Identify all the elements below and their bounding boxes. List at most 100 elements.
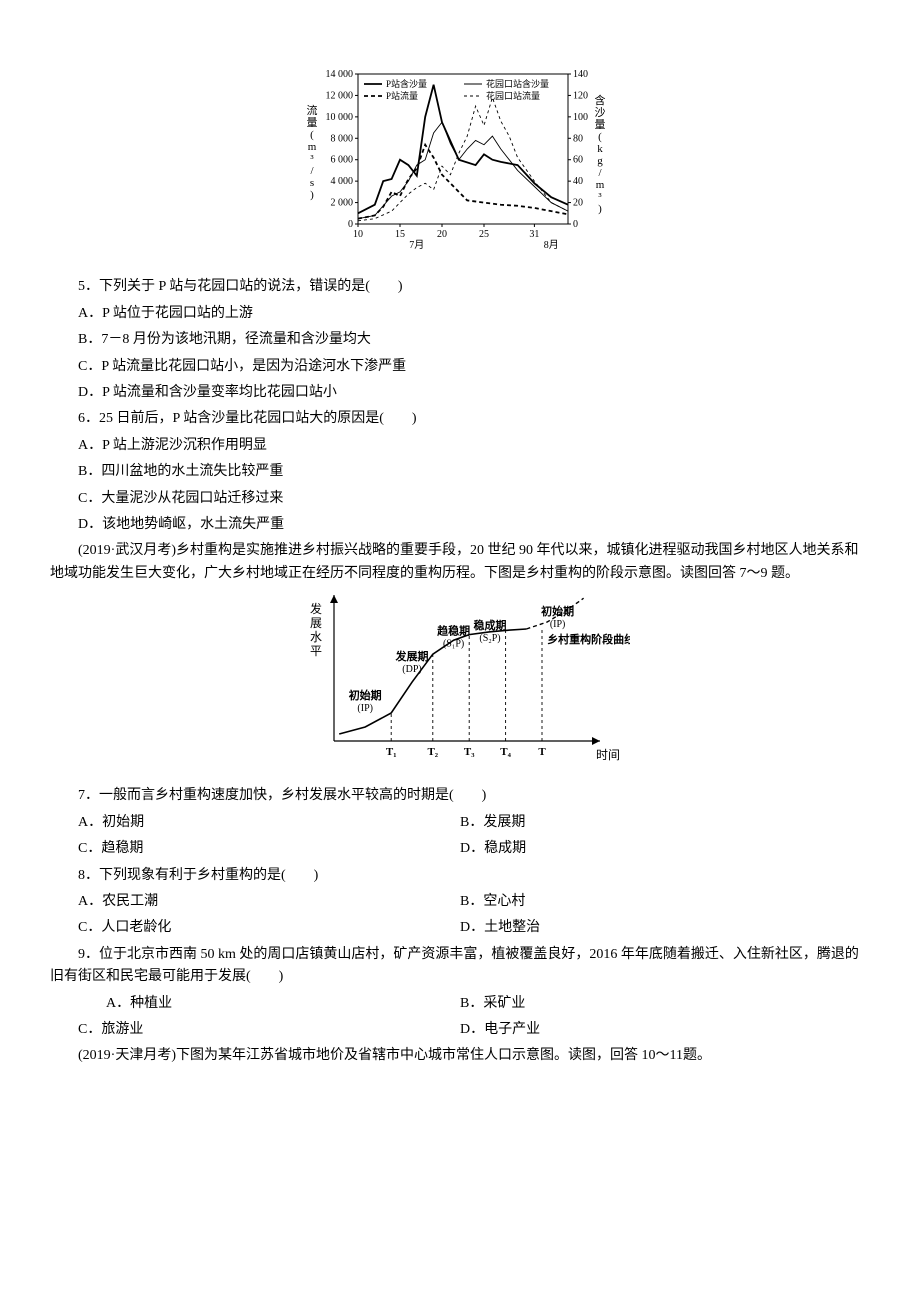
svg-text:4 000: 4 000 — [331, 176, 354, 187]
svg-text:T: T — [538, 746, 546, 758]
svg-text:³: ³ — [598, 191, 602, 203]
svg-text:8 000: 8 000 — [331, 133, 354, 144]
svg-text:发展期: 发展期 — [395, 649, 429, 663]
svg-text:): ) — [310, 189, 314, 201]
q6-opt-a: A．P 站上游泥沙沉积作用明显 — [50, 435, 870, 457]
chart-1-svg: 02 0004 0006 0008 00010 00012 00014 0000… — [300, 60, 620, 260]
svg-text:/: / — [310, 165, 314, 177]
svg-text:25: 25 — [479, 229, 489, 240]
svg-text:量: 量 — [595, 118, 606, 131]
svg-text:(IP): (IP) — [550, 619, 566, 630]
svg-text:含: 含 — [595, 93, 606, 107]
q9-opt-b: B．采矿业 — [460, 993, 870, 1015]
svg-text:): ) — [598, 203, 602, 215]
svg-text:³: ³ — [310, 153, 314, 165]
svg-text:初始期: 初始期 — [541, 604, 574, 618]
svg-text:140: 140 — [573, 69, 588, 80]
svg-text:稳成期: 稳成期 — [474, 618, 507, 632]
q5-options: A．P 站位于花园口站的上游 B．7－8 月份为该地汛期，径流量和含沙量均大 C… — [50, 301, 870, 407]
svg-text:量: 量 — [307, 116, 318, 129]
q8-opt-d: D．土地整治 — [460, 917, 870, 939]
svg-text:(DP): (DP) — [402, 664, 421, 675]
svg-text:沙: 沙 — [595, 106, 606, 119]
svg-text:T₄: T₄ — [500, 746, 511, 758]
svg-text:花园口站流量: 花园口站流量 — [486, 90, 540, 101]
passage-3: (2019·天津月考)下图为某年江苏省城市地价及省辖市中心城市常住人口示意图。读… — [50, 1045, 870, 1067]
svg-text:20: 20 — [573, 198, 583, 209]
q8-opt-c: C．人口老龄化 — [50, 917, 460, 939]
q6-opt-b: B．四川盆地的水土流失比较严重 — [50, 461, 870, 483]
svg-text:40: 40 — [573, 176, 583, 187]
q9-opt-a: A．种植业 — [50, 993, 460, 1015]
svg-text:12 000: 12 000 — [326, 90, 354, 101]
svg-text:花园口站含沙量: 花园口站含沙量 — [486, 78, 549, 89]
q9-opt-d: D．电子产业 — [460, 1019, 870, 1041]
svg-text:120: 120 — [573, 90, 588, 101]
svg-text:10 000: 10 000 — [326, 112, 354, 123]
svg-text:T₁: T₁ — [386, 746, 397, 758]
svg-text:(S₁P): (S₁P) — [443, 639, 464, 650]
q9-options: A．种植业 B．采矿业 C．旅游业 D．电子产业 — [50, 991, 870, 1044]
svg-text:m: m — [596, 179, 605, 191]
q9-opt-c: C．旅游业 — [50, 1019, 460, 1041]
q6-opt-d: D．该地地势崎岖，水土流失严重 — [50, 514, 870, 536]
svg-text:6 000: 6 000 — [331, 155, 354, 166]
svg-text:展: 展 — [310, 616, 322, 630]
svg-text:(: ( — [598, 131, 602, 143]
svg-text:乡村重构阶段曲线: 乡村重构阶段曲线 — [547, 632, 630, 646]
q5-opt-d: D．P 站流量和含沙量变率均比花园口站小 — [50, 382, 870, 404]
svg-text:T₂: T₂ — [427, 746, 438, 758]
q8-options: A．农民工潮 B．空心村 C．人口老龄化 D．土地整治 — [50, 889, 870, 942]
q5-opt-b: B．7－8 月份为该地汛期，径流量和含沙量均大 — [50, 329, 870, 351]
svg-text:7月: 7月 — [409, 239, 424, 251]
q9-stem: 9．位于北京市西南 50 km 处的周口店镇黄山店村，矿产资源丰富，植被覆盖良好… — [50, 944, 870, 989]
q8-opt-a: A．农民工潮 — [50, 891, 460, 913]
svg-text:/: / — [598, 167, 602, 179]
svg-text:m: m — [308, 141, 317, 153]
chart-2: 发展水平时间T₁T₂T₃T₄T初始期(IP)发展期(DP)趋稳期(S₁P)稳成期… — [50, 591, 870, 779]
q5-opt-a: A．P 站位于花园口站的上游 — [50, 303, 870, 325]
svg-text:T₃: T₃ — [464, 746, 475, 758]
svg-text:k: k — [597, 143, 603, 155]
svg-text:20: 20 — [437, 229, 447, 240]
q8-stem: 8．下列现象有利于乡村重构的是( ) — [50, 865, 870, 887]
q7-stem: 7．一般而言乡村重构速度加快，乡村发展水平较高的时期是( ) — [50, 785, 870, 807]
q6-opt-c: C．大量泥沙从花园口站迁移过来 — [50, 488, 870, 510]
q6-stem: 6．25 日前后，P 站含沙量比花园口站大的原因是( ) — [50, 408, 870, 430]
q7-opt-d: D．稳成期 — [460, 838, 870, 860]
svg-text:(IP): (IP) — [357, 703, 373, 714]
q7-opt-b: B．发展期 — [460, 812, 870, 834]
svg-text:趋稳期: 趋稳期 — [437, 624, 470, 638]
q5-opt-c: C．P 站流量比花园口站小，是因为沿途河水下渗严重 — [50, 356, 870, 378]
q6-options: A．P 站上游泥沙沉积作用明显 B．四川盆地的水土流失比较严重 C．大量泥沙从花… — [50, 433, 870, 539]
svg-text:g: g — [597, 155, 603, 167]
q5-stem: 5．下列关于 P 站与花园口站的说法，错误的是( ) — [50, 276, 870, 298]
svg-text:水: 水 — [310, 630, 322, 644]
passage-2: (2019·武汉月考)乡村重构是实施推进乡村振兴战略的重要手段，20 世纪 90… — [50, 540, 870, 585]
svg-text:初始期: 初始期 — [349, 688, 382, 702]
svg-text:10: 10 — [353, 229, 363, 240]
svg-text:14 000: 14 000 — [326, 69, 354, 80]
svg-text:(S₂P): (S₂P) — [479, 633, 500, 644]
svg-text:0: 0 — [573, 219, 578, 230]
chart-1: 02 0004 0006 0008 00010 00012 00014 0000… — [50, 60, 870, 268]
svg-text:60: 60 — [573, 155, 583, 166]
svg-text:15: 15 — [395, 229, 405, 240]
q7-options: A．初始期 B．发展期 C．趋稳期 D．稳成期 — [50, 810, 870, 863]
svg-text:发: 发 — [310, 601, 322, 616]
svg-text:(: ( — [310, 129, 314, 141]
svg-text:80: 80 — [573, 133, 583, 144]
svg-text:流: 流 — [307, 103, 318, 117]
svg-text:P站含沙量: P站含沙量 — [386, 78, 427, 89]
q7-opt-c: C．趋稳期 — [50, 838, 460, 860]
svg-text:时间: 时间 — [596, 748, 620, 762]
svg-text:31: 31 — [529, 229, 539, 240]
svg-text:s: s — [310, 177, 314, 189]
q8-opt-b: B．空心村 — [460, 891, 870, 913]
chart-2-svg: 发展水平时间T₁T₂T₃T₄T初始期(IP)发展期(DP)趋稳期(S₁P)稳成期… — [290, 591, 630, 771]
svg-text:100: 100 — [573, 112, 588, 123]
q7-opt-a: A．初始期 — [50, 812, 460, 834]
svg-text:8月: 8月 — [544, 239, 559, 251]
svg-text:2 000: 2 000 — [331, 198, 354, 209]
svg-text:平: 平 — [310, 644, 322, 658]
